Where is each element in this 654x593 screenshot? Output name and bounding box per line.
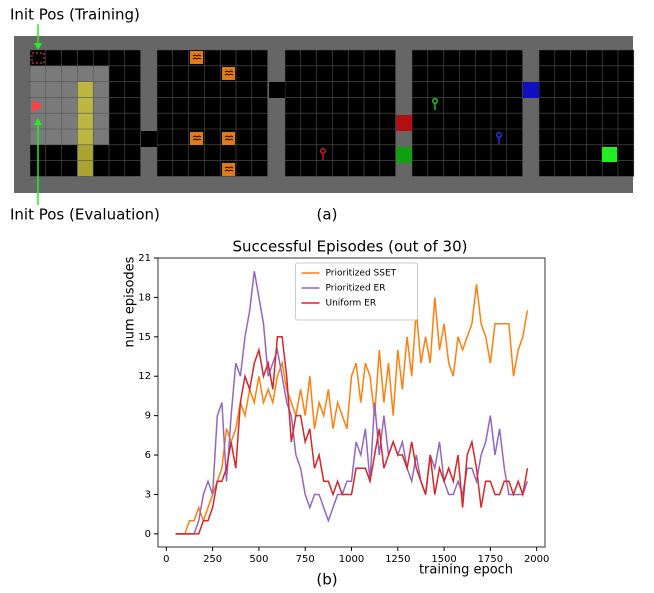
y-tick-label: 18 xyxy=(138,292,151,303)
y-tick-label: 0 xyxy=(145,529,151,540)
legend-label: Uniform ER xyxy=(326,299,377,309)
door xyxy=(396,115,412,131)
door xyxy=(269,82,285,98)
door xyxy=(523,82,539,98)
door xyxy=(396,147,412,163)
box-wave xyxy=(224,135,234,141)
y-tick-label: 21 xyxy=(138,253,151,264)
box xyxy=(222,132,235,145)
plot: 0 3 6 9 12 15 18 21 0 250 500 750 1000 1250 1500 1750 20… xyxy=(138,253,549,565)
arrow-head xyxy=(34,118,42,125)
box xyxy=(190,132,203,145)
door xyxy=(141,131,157,147)
x-tick-label: 0 xyxy=(163,554,169,565)
series-line xyxy=(175,284,529,535)
x-tick-label: 1250 xyxy=(385,554,410,565)
series-line xyxy=(175,270,529,535)
series-line xyxy=(175,336,529,535)
legend-label: Prioritized ER xyxy=(326,284,386,294)
y-tick-label: 12 xyxy=(138,371,151,382)
box-wave xyxy=(192,54,202,60)
agent-start xyxy=(31,52,45,64)
legend-box xyxy=(295,262,418,321)
y-tick-label: 9 xyxy=(145,411,151,422)
agent xyxy=(32,100,43,112)
key xyxy=(432,98,438,104)
y-axis-label: num episodes xyxy=(123,256,138,347)
x-tick-label: 250 xyxy=(203,554,222,565)
box-wave xyxy=(224,166,234,172)
box-wave xyxy=(224,70,234,76)
key xyxy=(320,148,326,154)
box xyxy=(222,163,235,176)
panel-label: (b) xyxy=(316,571,337,589)
x-tick-label: 2000 xyxy=(524,554,549,565)
box-wave xyxy=(192,135,202,141)
x-tick-label: 1500 xyxy=(431,554,456,565)
box xyxy=(222,67,235,80)
gridworld xyxy=(14,36,635,193)
arrow-head xyxy=(34,43,42,50)
box xyxy=(190,51,203,64)
annotation: Init Pos (Training) xyxy=(10,6,140,24)
panel-label: (a) xyxy=(317,206,338,224)
key xyxy=(496,132,502,138)
annotation: Init Pos (Evaluation) xyxy=(10,206,160,224)
x-tick-label: 750 xyxy=(296,554,315,565)
y-tick-label: 15 xyxy=(138,332,151,343)
x-axis-label: training epoch xyxy=(419,563,513,578)
floor-light xyxy=(30,65,109,145)
x-tick-label: 500 xyxy=(249,554,268,565)
x-tick-label: 1000 xyxy=(339,554,364,565)
y-tick-label: 6 xyxy=(145,450,151,461)
x-tick-label: 1750 xyxy=(478,554,503,565)
goal xyxy=(602,147,617,162)
y-tick-label: 3 xyxy=(145,489,151,500)
chart-title: Successful Episodes (out of 30) xyxy=(233,238,468,256)
legend-label: Prioritized SSET xyxy=(326,269,397,279)
